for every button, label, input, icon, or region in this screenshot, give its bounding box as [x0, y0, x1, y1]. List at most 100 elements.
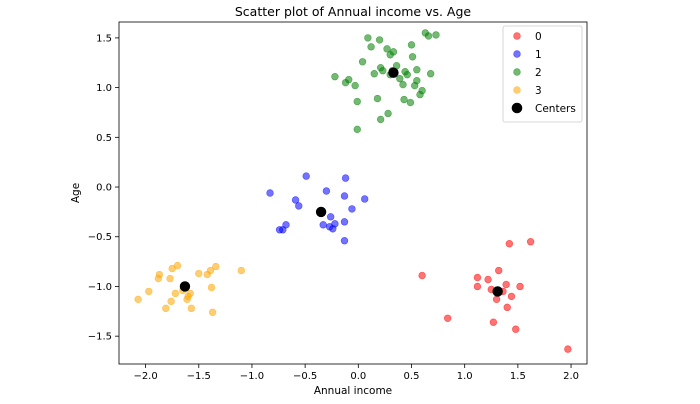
data-point-series-0: [505, 240, 514, 248]
center-point: [315, 206, 327, 218]
y-tick-label: −1.5: [88, 332, 112, 343]
x-tick-label: −1.5: [187, 371, 211, 382]
data-point-series-3: [145, 287, 153, 296]
legend-label: 3: [535, 85, 542, 97]
data-point-series-0: [502, 280, 510, 289]
data-point-series-2: [406, 98, 415, 107]
data-point-series-2: [399, 80, 407, 89]
data-point-series-1: [340, 237, 349, 245]
legend-label: 1: [535, 49, 542, 61]
legend-marker: [513, 32, 521, 40]
data-point-series-3: [155, 270, 164, 279]
x-tick-label: −1.0: [240, 371, 264, 382]
data-point-series-2: [370, 69, 378, 78]
data-point-series-2: [364, 34, 372, 42]
y-tick-label: 0.5: [96, 133, 112, 144]
y-axis: 1.5 1.0 0.5 0.0 −0.5 −1.0 −1.5: [88, 33, 119, 343]
data-point-series-2: [375, 36, 384, 44]
y-tick-label: 1.0: [96, 83, 112, 94]
legend-marker: [511, 102, 523, 114]
data-point-series-1: [302, 172, 310, 180]
data-point-series-1: [340, 218, 349, 226]
data-point-series-3: [237, 266, 246, 275]
data-point-series-2: [367, 43, 375, 51]
data-point-series-2: [379, 67, 387, 75]
x-axis: −2.0 −1.5 −1.0 −0.5 0.0 0.5 1.0 1.5 2.0: [133, 364, 579, 382]
data-point-series-0: [503, 303, 511, 312]
chart-title: Scatter plot of Annual income vs. Age: [235, 4, 472, 19]
data-point-series-2: [413, 66, 421, 74]
data-point-series-3: [162, 304, 170, 313]
data-point-series-2: [424, 32, 433, 40]
data-point-series-3: [206, 266, 215, 275]
data-point-series-1: [291, 196, 300, 204]
data-point-series-1: [322, 187, 331, 195]
center-point: [492, 286, 503, 297]
data-point-series-3: [171, 289, 180, 298]
x-tick-label: −2.0: [133, 371, 157, 382]
data-point-series-2: [351, 81, 359, 90]
data-point-series-2: [426, 69, 435, 78]
x-tick-label: −0.5: [293, 371, 317, 382]
data-point-series-2: [432, 31, 440, 39]
data-point-series-0: [473, 282, 482, 291]
data-point-series-1: [326, 213, 335, 221]
data-point-series-0: [489, 318, 498, 326]
data-point-series-2: [353, 97, 361, 106]
x-axis-label: Annual income: [314, 385, 392, 397]
data-point-series-2: [353, 125, 361, 134]
data-point-series-2: [386, 51, 394, 59]
data-point-series-1: [266, 189, 274, 197]
legend-label: 0: [535, 31, 542, 43]
data-point-series-3: [208, 308, 217, 317]
data-point-series-2: [376, 115, 385, 124]
data-point-series-0: [526, 238, 535, 246]
y-axis-label: Age: [70, 183, 82, 203]
data-point-series-3: [186, 289, 194, 298]
center-point: [179, 281, 191, 292]
legend-marker: [513, 86, 521, 94]
data-point-series-2: [400, 95, 408, 104]
legend-marker: [513, 68, 521, 76]
legend-label: 2: [535, 67, 542, 79]
y-tick-label: 1.5: [96, 33, 112, 44]
data-point-series-2: [413, 76, 421, 85]
data-point-series-1: [361, 195, 369, 203]
data-point-series-2: [384, 109, 392, 118]
data-point-series-2: [345, 75, 353, 84]
data-point-series-3: [173, 261, 182, 270]
data-point-series-2: [408, 53, 417, 61]
data-point-series-3: [166, 274, 174, 283]
data-point-series-2: [418, 86, 426, 95]
data-point-series-3: [167, 297, 175, 306]
points-layer: [134, 29, 572, 353]
data-point-series-0: [516, 282, 524, 291]
data-point-series-3: [195, 269, 203, 278]
data-point-series-0: [443, 314, 452, 322]
x-tick-label: 2.0: [563, 371, 579, 382]
data-point-series-0: [473, 273, 482, 282]
y-tick-label: −1.0: [88, 282, 112, 293]
data-point-series-2: [373, 94, 382, 103]
data-point-series-2: [358, 58, 367, 66]
data-point-series-3: [134, 295, 142, 304]
data-point-series-0: [564, 345, 572, 353]
data-point-series-2: [331, 72, 339, 81]
legend: 0 1 2 3 Centers: [502, 25, 583, 123]
data-point-series-0: [492, 295, 501, 304]
data-point-series-0: [495, 266, 503, 275]
data-point-series-1: [341, 174, 350, 182]
data-point-series-3: [212, 262, 220, 271]
y-tick-label: 0.0: [96, 183, 112, 194]
data-point-series-1: [348, 205, 356, 213]
data-point-series-0: [507, 292, 516, 301]
data-point-series-2: [401, 68, 409, 76]
data-point-series-2: [407, 41, 416, 49]
data-point-series-2: [383, 45, 391, 53]
data-point-series-2: [396, 74, 404, 83]
x-tick-label: 0.0: [350, 371, 366, 382]
x-tick-label: 1.0: [457, 371, 473, 382]
data-point-series-0: [512, 325, 520, 333]
legend-label: Centers: [535, 103, 576, 115]
